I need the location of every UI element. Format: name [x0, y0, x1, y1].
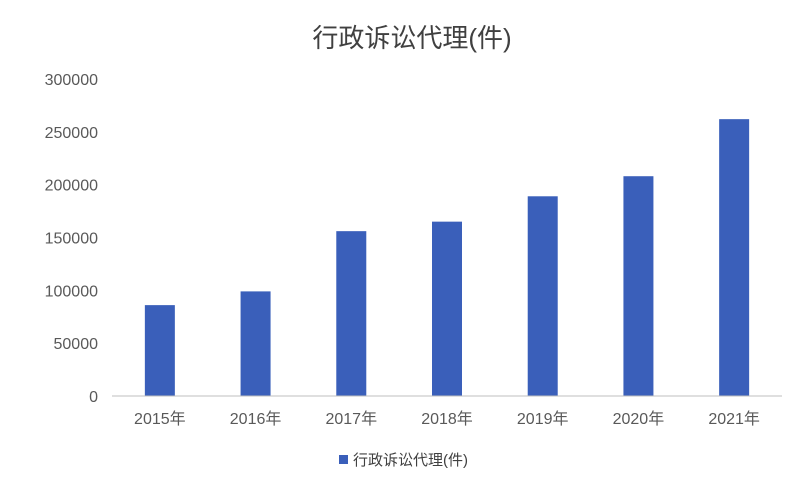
x-tick-label: 2021年 — [708, 410, 760, 428]
bar — [527, 196, 558, 396]
bar — [144, 305, 175, 396]
x-tick-label: 2015年 — [134, 410, 186, 428]
x-tick-label: 2020年 — [613, 410, 665, 428]
chart-title: 行政诉讼代理(件) — [312, 23, 511, 53]
legend-swatch — [339, 455, 348, 464]
bar — [623, 176, 654, 396]
y-tick-label: 300000 — [45, 72, 98, 89]
y-axis-labels: 0 50000 100000 150000 200000 250000 300000 — [45, 72, 98, 406]
y-tick-label: 200000 — [45, 178, 98, 195]
x-axis-labels: 2015年 2016年 2017年 2018年 2019年 2020年 2021年 — [134, 410, 760, 428]
x-tick-label: 2019年 — [517, 410, 569, 428]
x-tick-label: 2017年 — [325, 410, 377, 428]
bar — [240, 291, 271, 396]
x-tick-label: 2016年 — [230, 410, 282, 428]
y-tick-label: 50000 — [54, 336, 99, 353]
y-tick-label: 150000 — [45, 231, 98, 248]
bars — [144, 119, 750, 397]
bar — [719, 119, 750, 397]
y-tick-label: 250000 — [45, 125, 98, 142]
y-tick-label: 0 — [89, 389, 98, 406]
x-tick-label: 2018年 — [421, 410, 473, 428]
legend: 行政诉讼代理(件) — [339, 452, 468, 469]
legend-label: 行政诉讼代理(件) — [353, 452, 468, 469]
bar — [336, 231, 367, 396]
y-tick-label: 100000 — [45, 283, 98, 300]
bar — [432, 221, 462, 396]
